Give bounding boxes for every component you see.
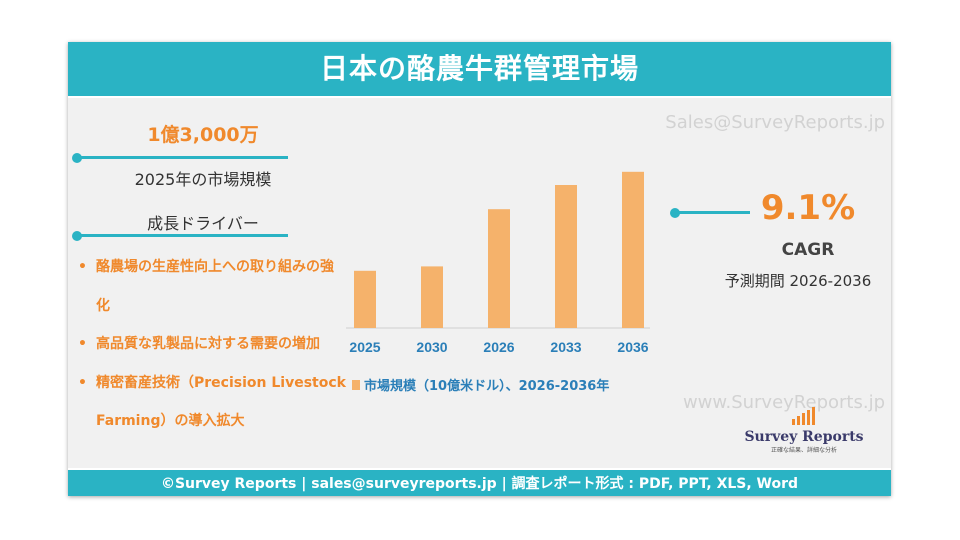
market-size-divider — [76, 156, 288, 159]
bar-2030 — [421, 266, 443, 328]
market-size-bar-chart: 2025 2030 2026 2033 2036 市場規模（10億米ドル）、2026-20… — [346, 171, 650, 394]
survey-reports-logo: Survey Reports 正確な結果、詳細な分析 — [744, 407, 864, 454]
drivers-list: 酪農場の生産性向上への取り組みの強化 高品質な乳製品に対する需要の増加 精密畜産… — [76, 248, 346, 441]
page-title: 日本の酪農牛群管理市場 — [319, 52, 639, 85]
market-size-label: 2025年の市場規模 — [134, 170, 272, 189]
bar-2026 — [488, 209, 510, 328]
x-tick-label: 2030 — [416, 339, 447, 355]
bar-2025 — [354, 270, 376, 328]
cagr-divider — [674, 211, 750, 214]
legend-swatch — [352, 380, 360, 390]
x-tick-label: 2033 — [550, 339, 581, 355]
infographic-card: 日本の酪農牛群管理市場 Sales@SurveyReports.jp www.S… — [68, 42, 891, 496]
bar-2036 — [622, 171, 644, 328]
drivers-divider — [76, 234, 288, 237]
logo-tagline: 正確な結果、詳細な分析 — [770, 447, 837, 454]
driver-item: 精密畜産技術（Precision Livestock Farming）の導入拡大 — [76, 364, 346, 441]
market-size-value: 1億3,000万 — [147, 124, 259, 146]
driver-item: 高品質な乳製品に対する需要の増加 — [76, 325, 346, 364]
forecast-period: 予測期間 2026-2036 — [724, 272, 872, 290]
x-tick-label: 2025 — [349, 339, 380, 355]
watermark-email: Sales@SurveyReports.jp — [665, 112, 885, 133]
bar-logo-icon — [792, 407, 815, 425]
cagr-label: CAGR — [781, 240, 835, 260]
legend-label: 市場規模（10億米ドル）、2026-2036年 — [364, 378, 609, 394]
watermark-url: www.SurveyReports.jp — [682, 392, 885, 413]
footer-text: ©Survey Reports | sales@surveyreports.jp… — [160, 476, 799, 492]
x-tick-label: 2026 — [483, 339, 514, 355]
drivers-title: 成長ドライバー — [147, 214, 259, 233]
logo-name: Survey Reports — [744, 429, 864, 445]
title-bar: 日本の酪農牛群管理市場 — [68, 42, 891, 98]
cagr-value: 9.1% — [760, 188, 856, 228]
footer-bar: ©Survey Reports | sales@surveyreports.jp… — [68, 468, 891, 496]
driver-item: 酪農場の生産性向上への取り組みの強化 — [76, 248, 346, 325]
x-tick-label: 2036 — [617, 339, 648, 355]
bar-2033 — [555, 185, 577, 328]
